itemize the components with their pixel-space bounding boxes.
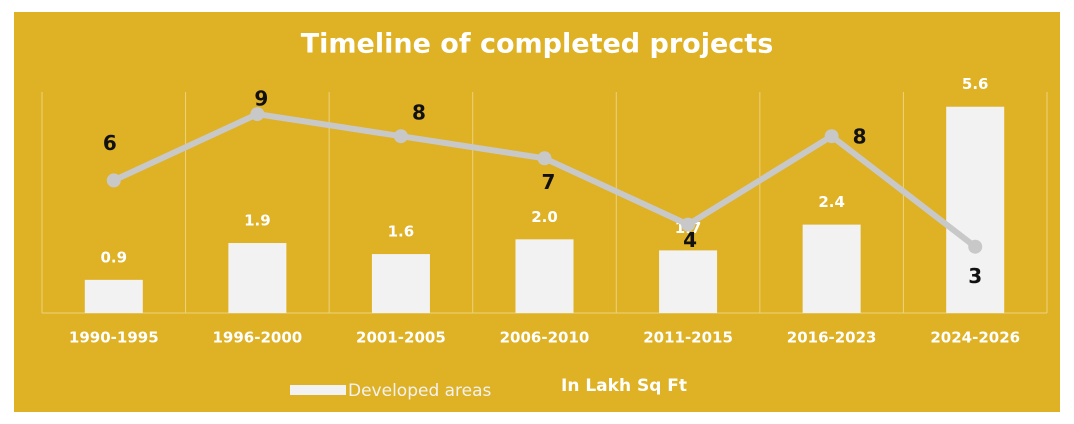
bar-value-label: 2.4	[818, 193, 845, 211]
line-value-label: 9	[254, 87, 268, 111]
x-tick-label: 2001-2005	[356, 329, 446, 347]
line-point	[106, 173, 121, 188]
bar-value-label: 2.0	[531, 208, 558, 226]
line-value-label: 3	[968, 264, 982, 288]
line-value-label: 7	[542, 170, 556, 194]
x-tick-label: 2011-2015	[643, 329, 733, 347]
x-tick-label: 2006-2010	[500, 329, 590, 347]
line-value-label: 4	[683, 228, 697, 252]
line-point	[681, 217, 696, 232]
background	[14, 12, 1060, 412]
x-tick-label: 2016-2023	[787, 329, 877, 347]
x-tick-label: 2024-2026	[930, 329, 1020, 347]
legend-label: Developed areas	[348, 381, 492, 401]
bar	[515, 239, 574, 313]
bar	[228, 243, 287, 313]
bar	[802, 224, 861, 313]
bar	[946, 106, 1005, 313]
bar-value-label: 1.6	[388, 223, 415, 241]
line-point	[824, 129, 839, 144]
line-point	[537, 151, 552, 166]
x-tick-label: 1990-1995	[69, 329, 159, 347]
bar	[84, 279, 143, 313]
line-point	[250, 107, 265, 122]
bar	[659, 250, 718, 313]
bar-value-label: 5.6	[962, 75, 989, 93]
chart-title: Timeline of completed projects	[301, 29, 774, 60]
bar-value-label: 1.9	[244, 212, 271, 230]
line-value-label: 8	[412, 101, 426, 125]
bar	[371, 254, 430, 313]
line-value-label: 8	[853, 125, 867, 149]
legend-swatch	[290, 385, 346, 395]
line-point	[393, 129, 408, 144]
line-value-label: 6	[103, 131, 117, 155]
bar-value-label: 0.9	[100, 248, 127, 266]
line-point	[968, 239, 983, 254]
unit-annotation: In Lakh Sq Ft	[561, 376, 687, 396]
x-tick-label: 1996-2000	[212, 329, 302, 347]
